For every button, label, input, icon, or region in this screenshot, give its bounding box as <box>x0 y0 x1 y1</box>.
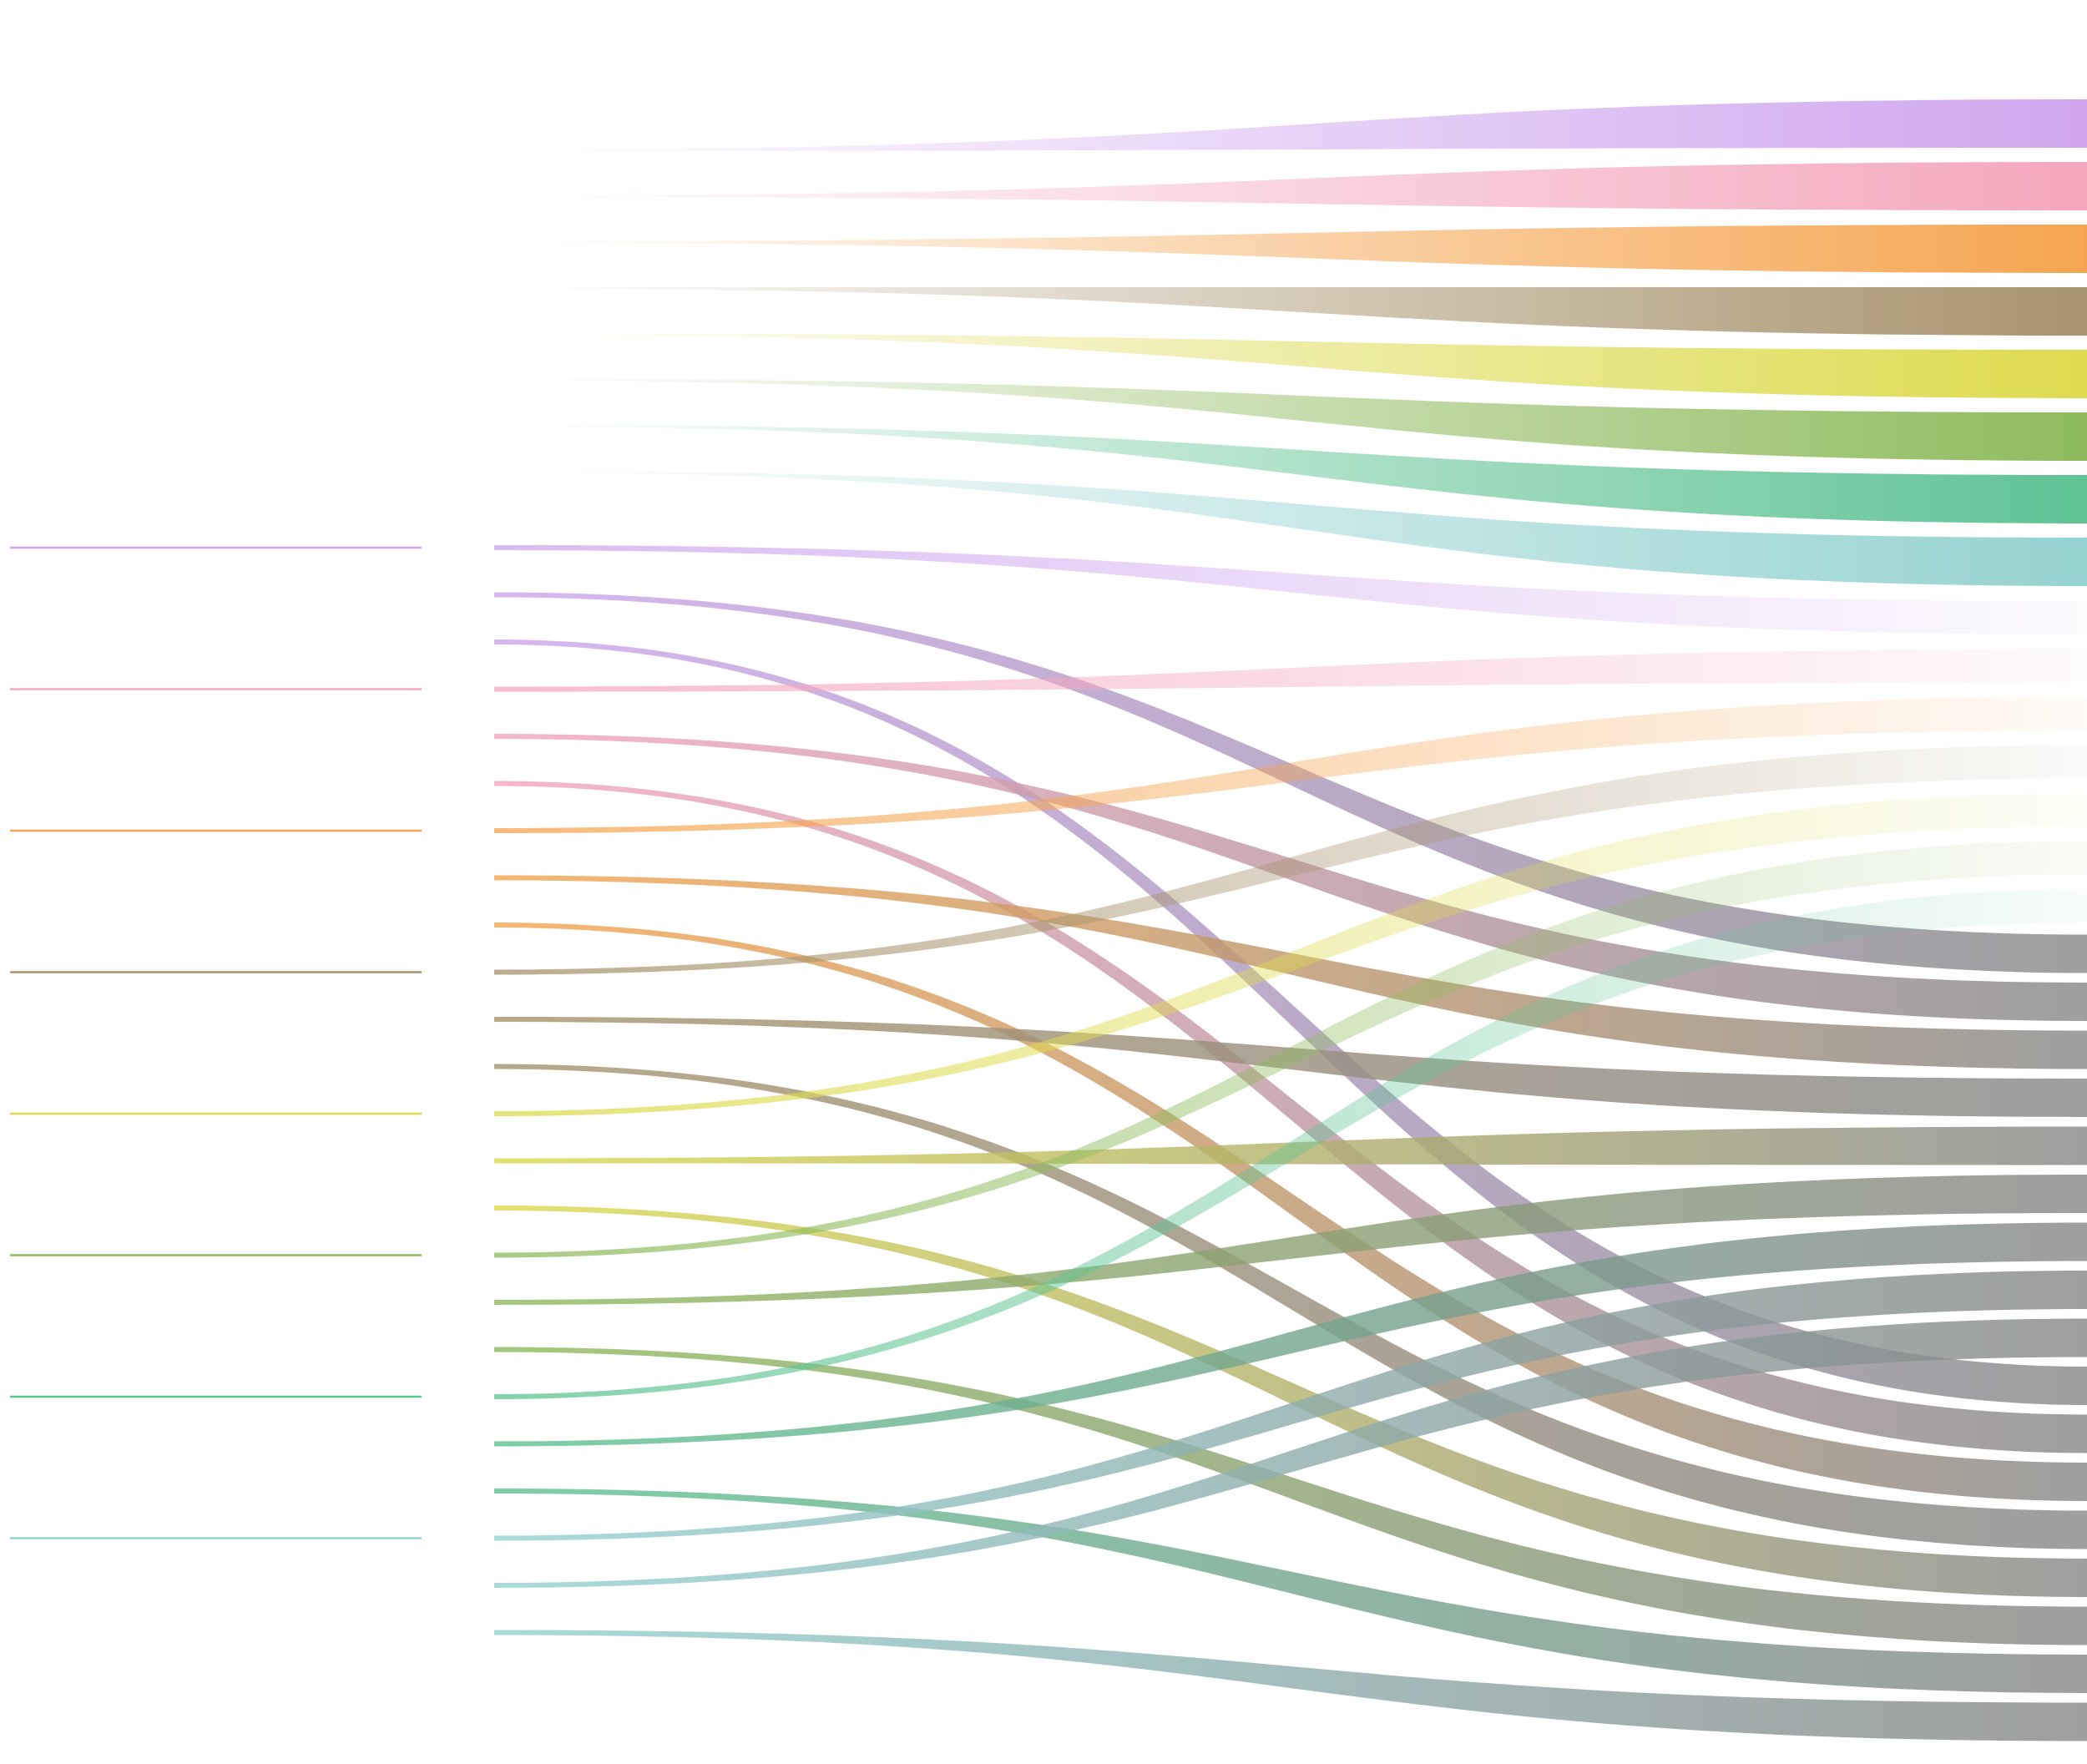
flow-ribbon-teal-0 <box>494 889 2087 1399</box>
flow-ribbon-cyan-0 <box>494 1271 2087 1541</box>
flow-ribbon-green-2 <box>494 1347 2087 1645</box>
top-fan-pink <box>518 162 2087 210</box>
flow-ribbon-orange-2 <box>494 922 2087 1501</box>
top-fan-teal <box>518 425 2087 523</box>
flow-ribbon-cyan-2 <box>494 1630 2087 1741</box>
flow-ribbon-brown-2 <box>494 1064 2087 1549</box>
top-fan-layer <box>518 99 2087 586</box>
flow-ribbon-orange-1 <box>494 875 2087 1069</box>
flow-ribbon-purple-0 <box>494 545 2087 634</box>
top-fan-yellow <box>518 333 2087 398</box>
flow-ribbon-green-0 <box>494 841 2087 1258</box>
flow-ribbon-cyan-1 <box>494 1318 2087 1588</box>
flow-ribbon-orange-0 <box>494 697 2087 833</box>
flow-ribbon-purple-2 <box>494 639 2087 1405</box>
top-fan-purple <box>518 99 2087 151</box>
flow-ribbon-green-1 <box>494 1175 2087 1305</box>
flow-ribbon-purple-1 <box>494 592 2087 973</box>
flow-ribbon-brown-0 <box>494 745 2087 975</box>
flow-ribbon-teal-1 <box>494 1222 2087 1447</box>
flow-ribbon-pink-0 <box>494 649 2087 692</box>
top-fan-orange <box>518 225 2087 273</box>
top-fan-brown <box>518 287 2087 336</box>
flow-ribbon-pink-2 <box>494 781 2087 1453</box>
top-fan-cyan <box>518 471 2087 586</box>
left-legend-lines <box>10 546 422 1539</box>
flow-ribbon-layer <box>494 545 2087 1741</box>
flow-ribbon-teal-2 <box>494 1489 2087 1693</box>
flow-ribbon-brown-1 <box>494 1017 2087 1117</box>
flow-ribbon-yellow-0 <box>494 793 2087 1116</box>
top-fan-green <box>518 379 2087 461</box>
flow-ribbon-yellow-2 <box>494 1205 2087 1597</box>
flow-ribbon-pink-1 <box>494 734 2087 1021</box>
